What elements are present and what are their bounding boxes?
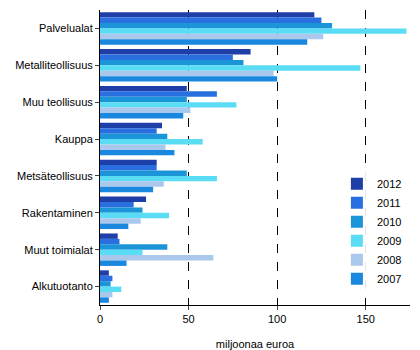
svg-text:2008: 2008 (377, 254, 401, 266)
svg-text:Alkutuotanto: Alkutuotanto (32, 280, 93, 292)
svg-text:2009: 2009 (377, 235, 401, 247)
svg-text:0: 0 (97, 313, 103, 325)
svg-text:2010: 2010 (377, 216, 401, 228)
svg-text:2012: 2012 (377, 178, 401, 190)
svg-text:Metsäteollisuus: Metsäteollisuus (17, 170, 93, 182)
svg-text:2007: 2007 (377, 273, 401, 285)
svg-text:50: 50 (182, 313, 194, 325)
svg-text:Kauppa: Kauppa (55, 133, 94, 145)
svg-text:miljoonaa euroa: miljoonaa euroa (216, 338, 295, 350)
svg-text:2011: 2011 (377, 197, 401, 209)
svg-text:100: 100 (268, 313, 286, 325)
svg-text:Palvelualat: Palvelualat (39, 22, 93, 34)
svg-text:150: 150 (357, 313, 375, 325)
svg-text:Rakentaminen: Rakentaminen (22, 207, 93, 219)
svg-text:Muut toimialat: Muut toimialat (24, 244, 92, 256)
svg-text:Metalliteollisuus: Metalliteollisuus (15, 59, 93, 71)
svg-text:Muu teollisuus: Muu teollisuus (22, 96, 93, 108)
